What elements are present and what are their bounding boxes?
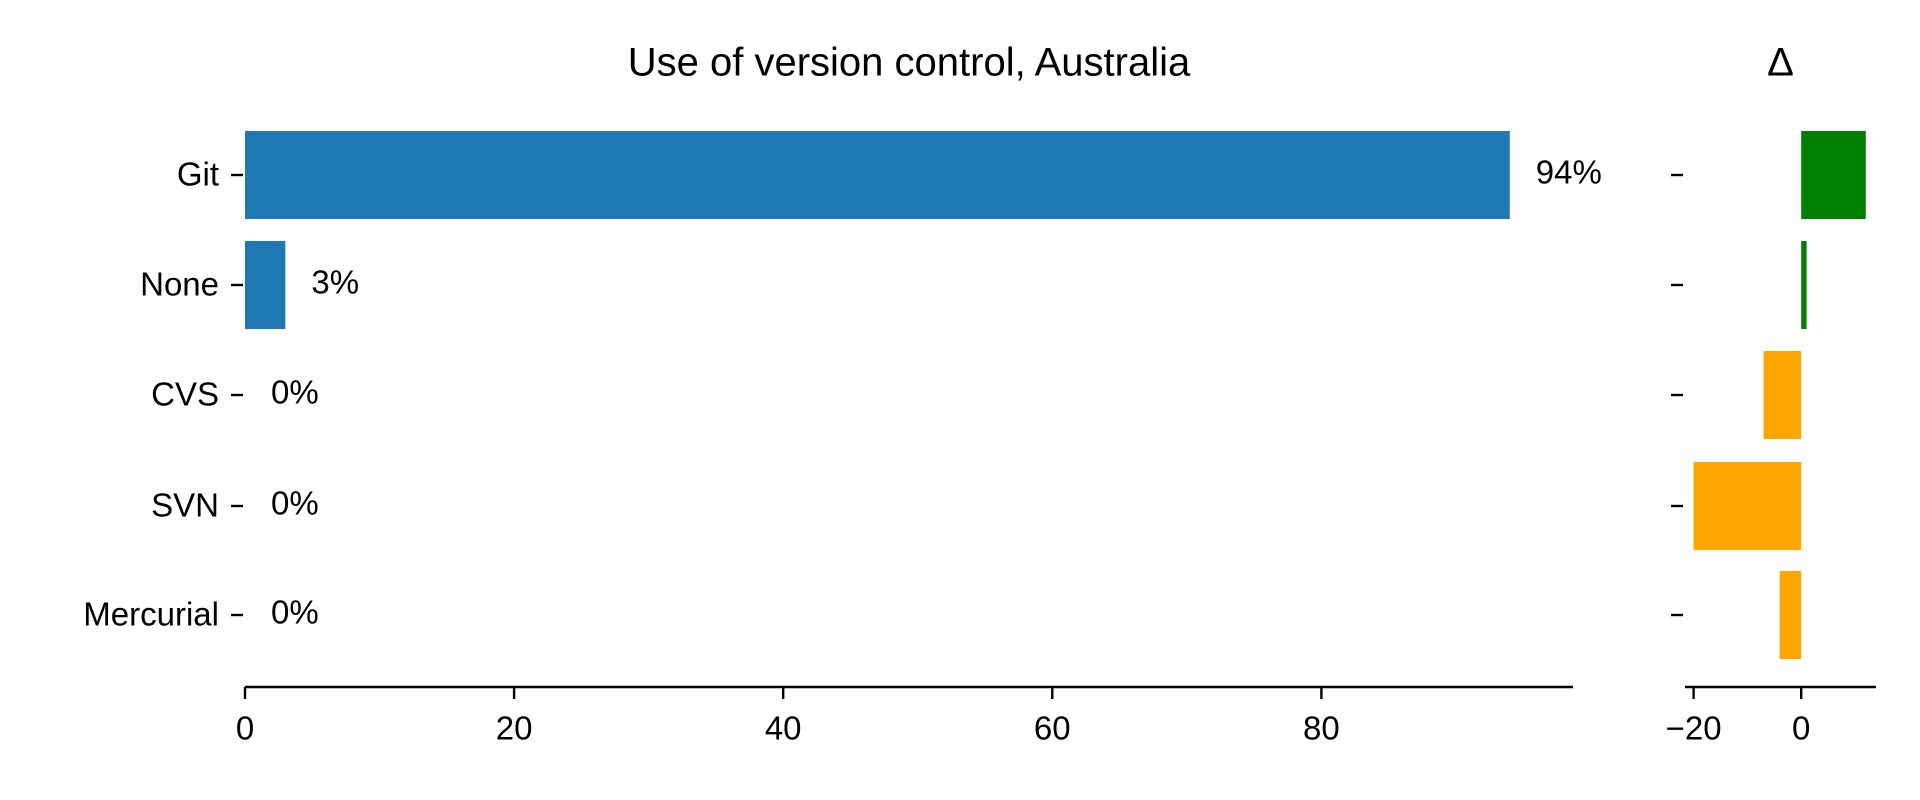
x-tick-label: 60 [1034, 710, 1071, 747]
bar [245, 241, 286, 329]
y-tick-label: Mercurial [83, 596, 219, 633]
bar [1801, 131, 1866, 219]
bar [1801, 241, 1807, 329]
value-label: 0% [271, 594, 319, 631]
bar [1693, 462, 1802, 550]
x-tick-label: 0 [1792, 710, 1810, 747]
y-tick-label: CVS [151, 376, 219, 413]
value-label: 0% [271, 374, 319, 411]
x-tick-label: 40 [765, 710, 802, 747]
bar [1779, 571, 1802, 659]
bar [245, 131, 1510, 219]
bar [1763, 351, 1802, 439]
value-label: 94% [1536, 154, 1602, 191]
y-tick-label: Git [177, 156, 219, 193]
y-tick-label: SVN [151, 487, 219, 524]
chart-title: Use of version control, Australia [628, 41, 1191, 85]
x-tick-label: 80 [1303, 710, 1340, 747]
x-tick-label: −20 [1666, 710, 1722, 747]
y-tick-label: None [140, 266, 219, 303]
x-tick-label: 20 [496, 710, 533, 747]
value-label: 0% [271, 485, 319, 522]
x-tick-label: 0 [236, 710, 254, 747]
chart-title: Δ [1767, 41, 1794, 85]
value-label: 3% [311, 264, 359, 301]
